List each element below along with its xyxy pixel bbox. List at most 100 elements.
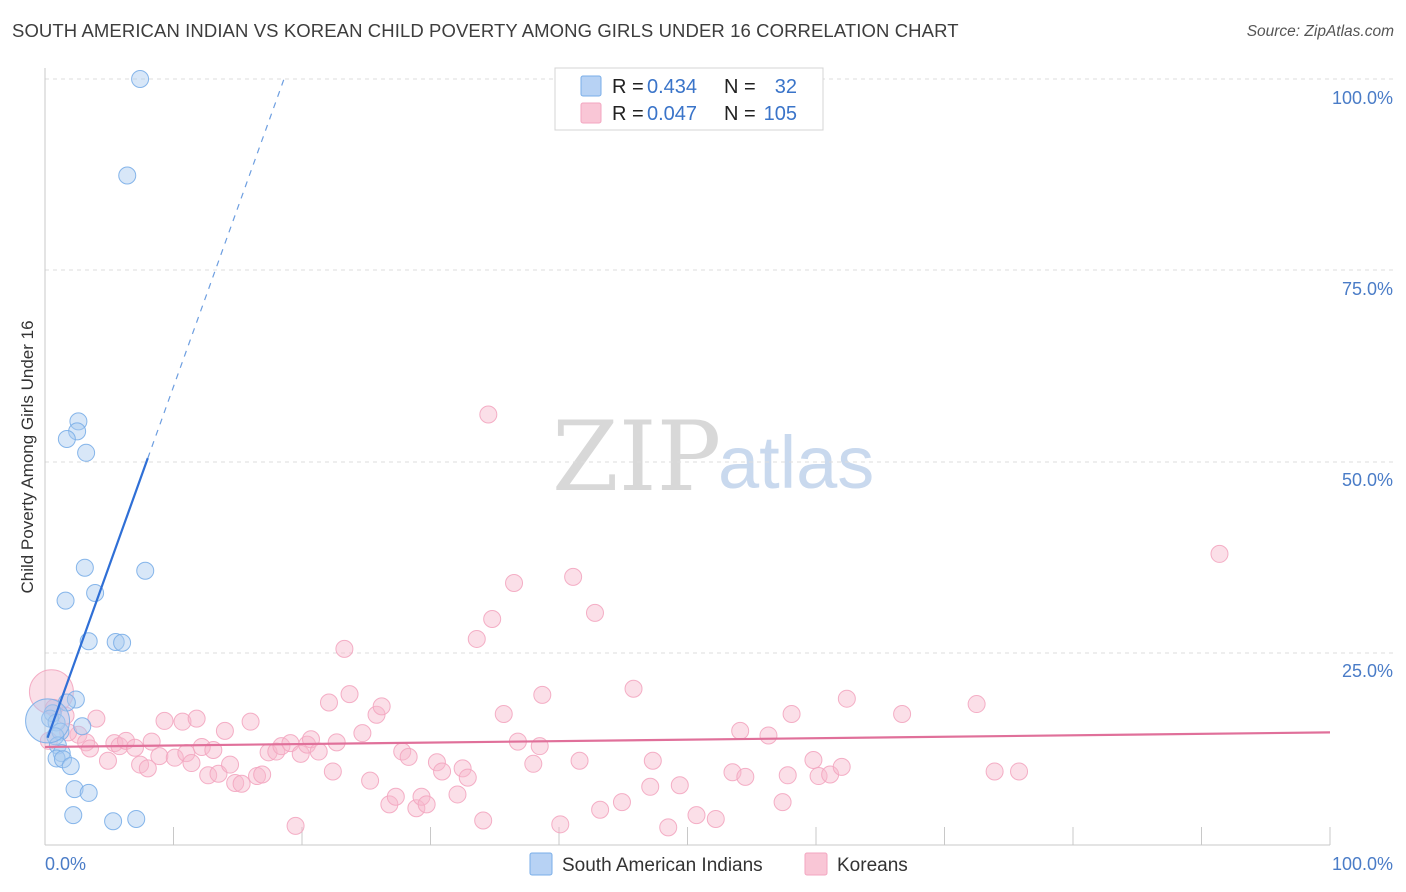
south-american-indian-data-point (127, 809, 146, 828)
south-american-indian-data-point (136, 561, 155, 580)
korean-data-point (483, 610, 502, 629)
korean-data-point (659, 818, 678, 837)
korean-data-point (267, 742, 286, 761)
south-american-indian-data-point (104, 812, 123, 831)
series-legend-label-pink: Koreans (837, 855, 908, 876)
korean-data-point (591, 800, 610, 819)
koreans-points (28, 405, 1229, 837)
korean-data-point (641, 777, 660, 796)
south-american-indian-data-point (47, 749, 66, 768)
korean-data-point (585, 603, 604, 622)
korean-data-point (570, 751, 589, 770)
korean-data-point (291, 744, 310, 763)
korean-data-point (138, 759, 157, 778)
korean-data-point (967, 695, 986, 714)
korean-data-point (386, 787, 405, 806)
legend-r-value-pink: 0.047 (647, 103, 697, 125)
korean-data-point (323, 762, 342, 781)
south-american-indian-data-point (56, 591, 75, 610)
korean-data-point (319, 693, 338, 712)
legend-n-label-blue: N = (724, 76, 756, 98)
korean-data-point (736, 767, 755, 786)
series-legend-label-blue: South American Indians (562, 855, 763, 876)
korean-data-point (687, 806, 706, 825)
korean-data-point (1210, 544, 1229, 563)
korean-data-point (340, 685, 359, 704)
korean-data-point (187, 709, 206, 728)
korean-data-point (804, 750, 823, 769)
south-american-indian-data-point (61, 757, 80, 776)
south-american-indian-data-point (118, 166, 137, 185)
legend-swatch-blue (580, 75, 602, 97)
koreans-trend-line (44, 731, 1331, 749)
south-american-indian-data-point (113, 633, 132, 652)
korean-data-point (453, 759, 472, 778)
korean-data-point (215, 721, 234, 740)
korean-data-point (533, 685, 552, 704)
korean-data-point (643, 751, 662, 770)
series-legend-swatch-blue (529, 852, 553, 876)
korean-data-point (809, 767, 828, 786)
south-american-indians-trend-line (46, 457, 149, 739)
korean-data-point (173, 712, 192, 731)
korean-data-point (407, 799, 426, 818)
korean-data-point (524, 754, 543, 773)
korean-data-point (773, 793, 792, 812)
series-legend-swatch-pink (804, 852, 828, 876)
legend-r-label-blue: R = (612, 76, 644, 98)
korean-data-point (165, 748, 184, 767)
korean-data-point (367, 705, 386, 724)
korean-data-point (551, 815, 570, 834)
x-tick-label-0: 0.0% (45, 854, 86, 874)
korean-data-point (706, 809, 725, 828)
south-american-indian-data-point (57, 430, 76, 449)
south-american-indians-trend-extension (147, 78, 285, 459)
south-american-indian-data-point (53, 750, 72, 769)
korean-data-point (832, 757, 851, 776)
korean-data-point (624, 679, 643, 698)
watermark: ZIP atlas (552, 401, 874, 513)
south-american-indian-data-point (68, 422, 87, 441)
korean-data-point (670, 776, 689, 795)
south-american-indian-data-point (77, 443, 96, 462)
south-american-indian-data-point (69, 412, 88, 431)
legend-n-value-pink: 105 (764, 103, 797, 125)
south-american-indian-data-point (79, 783, 98, 802)
korean-data-point (505, 574, 524, 593)
korean-data-point (467, 629, 486, 648)
trend-lines (44, 78, 1331, 749)
legend-swatch-pink (580, 102, 602, 124)
korean-data-point (494, 705, 513, 724)
gridlines (45, 78, 1395, 654)
korean-data-point (372, 697, 391, 716)
korean-data-point (1010, 762, 1029, 781)
legend-n-label-pink: N = (724, 103, 756, 125)
korean-data-point (778, 766, 797, 785)
korean-data-point (399, 747, 418, 766)
series-legend: South American Indians Koreans (529, 852, 908, 876)
korean-data-point (309, 742, 328, 761)
legend-n-value-blue: 32 (775, 76, 797, 98)
korean-data-point (759, 726, 778, 745)
korean-data-point (80, 739, 99, 758)
y-tick-label-50: 50.0% (1342, 470, 1393, 490)
korean-data-point (182, 754, 201, 773)
korean-data-point (985, 762, 1004, 781)
korean-data-point (241, 712, 260, 731)
korean-data-point (125, 738, 144, 757)
korean-data-point (221, 755, 240, 774)
legend-r-label-pink: R = (612, 103, 644, 125)
x-tick-label-100: 100.0% (1332, 854, 1393, 874)
korean-data-point (782, 705, 801, 724)
y-tick-label-100: 100.0% (1332, 88, 1393, 108)
chart-title: SOUTH AMERICAN INDIAN VS KOREAN CHILD PO… (12, 20, 959, 41)
y-tick-label-75: 75.0% (1342, 279, 1393, 299)
south-american-indian-data-point (75, 558, 94, 577)
korean-data-point (474, 811, 493, 830)
y-tick-labels: 100.0% 75.0% 50.0% 25.0% (1332, 88, 1393, 681)
south-american-indian-data-point (64, 806, 83, 825)
south-american-indian-data-point (86, 583, 105, 602)
korean-data-point (427, 753, 446, 772)
korean-data-point (380, 795, 399, 814)
